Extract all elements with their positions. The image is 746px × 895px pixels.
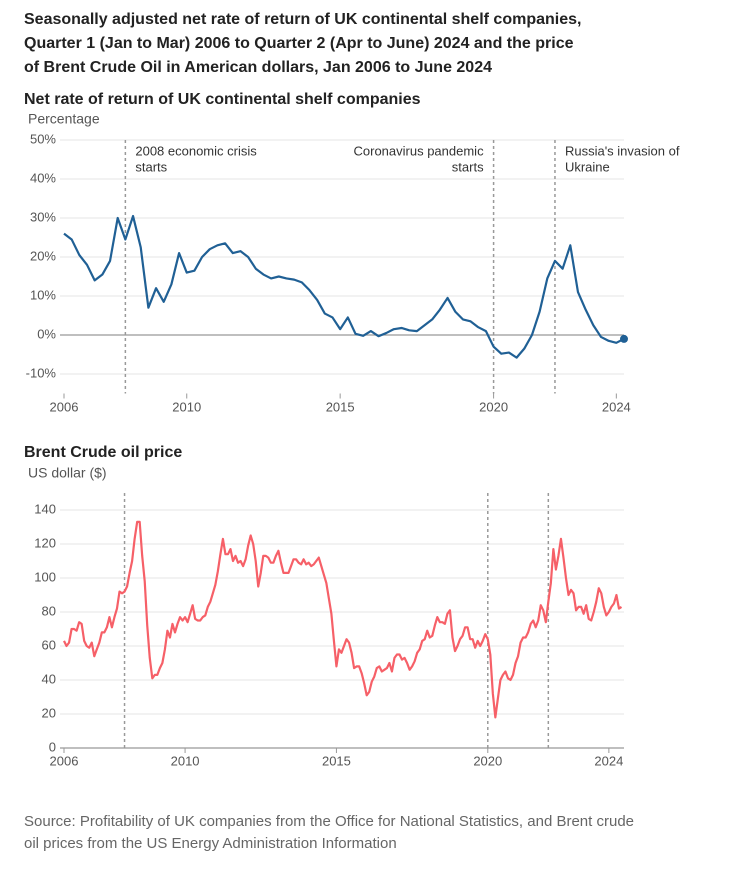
x-tick-label: 2024 [594, 753, 623, 768]
y-tick-label: 100 [34, 569, 56, 584]
annotation: Ukraine [565, 159, 610, 174]
y-tick-label: 60 [42, 637, 56, 652]
y-tick-label: 20% [30, 248, 56, 263]
data-line [63, 214, 625, 359]
y-tick-label: 0% [37, 326, 56, 341]
y-tick-label: -10% [26, 365, 57, 380]
x-tick-label: 2020 [479, 399, 508, 414]
annotation: Coronavirus pandemic [354, 143, 485, 158]
annotation: starts [135, 159, 167, 174]
y-tick-label: 40 [42, 671, 56, 686]
y-tick-label: 30% [30, 209, 56, 224]
data-line [63, 520, 623, 719]
page-title: Quarter 1 (Jan to Mar) 2006 to Quarter 2… [24, 35, 574, 52]
x-tick-label: 2015 [326, 399, 355, 414]
x-tick-label: 2010 [171, 753, 200, 768]
y-tick-label: 20 [42, 705, 56, 720]
y-tick-label: 0 [49, 739, 56, 754]
annotation: starts [452, 159, 484, 174]
y-tick-label: 50% [30, 131, 56, 146]
x-tick-label: 2020 [473, 753, 502, 768]
x-tick-label: 2010 [172, 399, 201, 414]
x-tick-label: 2024 [602, 399, 631, 414]
annotation: Russia's invasion of [565, 143, 680, 158]
y-tick-label: 140 [34, 501, 56, 516]
annotation: 2008 economic crisis [135, 143, 257, 158]
chart-title: Net rate of return of UK continental she… [24, 91, 421, 108]
y-tick-label: 120 [34, 535, 56, 550]
source: Source: Profitability of UK companies fr… [24, 813, 634, 830]
x-tick-label: 2006 [50, 399, 79, 414]
chart-title: Brent Crude oil price [24, 444, 182, 461]
y-axis-label: Percentage [28, 111, 100, 127]
y-axis-label: US dollar ($) [28, 465, 107, 481]
page-title: of Brent Crude Oil in American dollars, … [24, 59, 492, 76]
x-tick-label: 2015 [322, 753, 351, 768]
source: oil prices from the US Energy Administra… [24, 835, 397, 852]
x-tick-label: 2006 [50, 753, 79, 768]
y-tick-label: 40% [30, 170, 56, 185]
last-point [620, 334, 628, 343]
y-tick-label: 10% [30, 287, 56, 302]
page-title: Seasonally adjusted net rate of return o… [24, 11, 581, 28]
y-tick-label: 80 [42, 603, 56, 618]
